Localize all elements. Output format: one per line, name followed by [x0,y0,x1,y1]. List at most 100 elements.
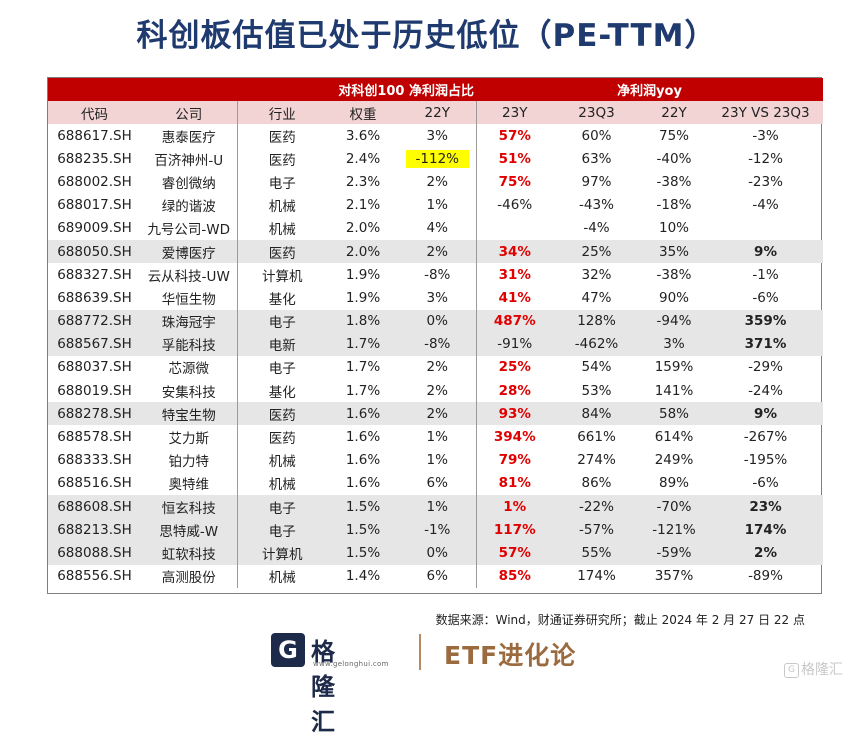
cell-23y: 1% [475,495,553,519]
cell-23y-vs-23q3: -195% [743,452,788,469]
cell-23y-vs-23q3: 174% [708,518,824,542]
col-header-weight: 权重 [327,101,399,124]
cell-23q3: 54% [581,359,612,376]
cell-industry: 电新 [236,332,327,356]
cell-industry: 电子 [236,518,327,542]
cell-23y: 394% [475,425,553,449]
cell-code: 688017.SH [57,197,132,214]
cell-22y: -38% [656,266,692,283]
logo-divider [419,634,421,670]
cell-23q3: 55% [553,541,640,565]
cell-23y: 34% [475,239,553,264]
cell-weight: 1.6% [345,475,381,492]
cell-code: 688567.SH [48,332,141,356]
cell-weight: 1.6% [345,429,381,446]
cell-company: 安集科技 [161,384,216,401]
cell-weight: 1.9% [345,289,381,306]
cell-23y: 85% [475,564,553,588]
table-row: 688037.SH 芯源微 电子 1.7% 2% 25% 54% 159% -29% [48,355,823,380]
cell-23q3: 86% [581,475,612,492]
cell-industry: 计算机 [236,541,327,565]
cell-23y: 51% [475,147,553,171]
cell-22y: 614% [654,429,694,446]
cell-23q3: 63% [581,150,612,167]
cell-code: 688772.SH [48,309,141,333]
cell-industry: 医药 [236,402,327,426]
cell-23y-vs-23q3: -12% [748,150,783,167]
cell-23q3: -57% [553,518,640,542]
cell-company: 爱博医疗 [141,239,237,264]
table-row: 688608.SH 恒玄科技 电子 1.5% 1% 1% -22% -70% 23% [48,495,824,519]
col-header-23y-vs-23q3: 23Y VS 23Q3 [708,101,824,124]
cell-share-22y: 2% [426,382,448,399]
cell-22y: 58% [640,402,708,426]
table-row: 688578.SH 艾力斯 医药 1.6% 1% 394% 661% 614% -267% [48,425,823,449]
cell-23y-vs-23q3: 9% [708,402,824,426]
cell-company: 百济神州-U [154,152,224,169]
cell-code: 688578.SH [57,429,132,446]
cell-industry: 电子 [236,309,327,333]
cell-industry: 计算机 [236,263,327,287]
cell-23q3: 174% [577,568,616,585]
cell-23y: 93% [475,402,553,426]
cell-company: 思特威-W [141,518,237,542]
cell-company: 奥特维 [168,477,210,494]
cell-company: 铂力特 [168,454,210,471]
cell-industry: 机械 [236,564,327,588]
cell-industry: 电子 [236,355,327,380]
cell-code: 688617.SH [57,127,132,144]
cell-industry: 医药 [236,147,327,171]
header-blank [48,78,237,101]
cell-23q3: 47% [581,289,612,306]
cell-weight: 2.0% [345,220,381,237]
cell-code: 688235.SH [57,150,132,167]
cell-company: 高测股份 [161,570,216,587]
table-row: 688019.SH 安集科技 基化 1.7% 2% 28% 53% 141% -24% [48,379,823,403]
cell-code: 688213.SH [48,518,141,542]
cell-23q3: 97% [581,173,612,190]
cell-weight: 2.1% [345,197,381,214]
cell-code: 688088.SH [48,541,141,565]
cell-22y: 357% [654,568,694,585]
cell-share-22y: 0% [399,309,476,333]
table-row: 688002.SH 睿创微纳 电子 2.3% 2% 75% 97% -38% -23% [48,170,823,194]
cell-23q3: -43% [579,197,614,214]
header-blank [237,78,327,101]
watermark-icon: G [784,662,799,678]
cell-23y-vs-23q3: 2% [708,541,824,565]
cell-22y: 90% [658,289,689,306]
cell-weight: 2.3% [345,173,381,190]
group-header-profit-yoy: 净利润yoy [476,78,824,101]
cell-23y: 31% [475,263,553,287]
table-row: 688333.SH 铂力特 机械 1.6% 1% 79% 274% 249% -195% [48,448,823,472]
cell-share-22y: 3% [426,289,448,306]
cell-weight: 2.4% [345,150,381,167]
col-header-23q3: 23Q3 [553,101,640,124]
cell-code: 688050.SH [48,239,141,264]
cell-23y: 41% [475,286,553,310]
valuation-table: 对科创100 净利润占比 净利润yoy 代码 公司 行业 权重 22Y 23Y … [47,77,824,594]
cell-share-22y: -1% [399,518,476,542]
cell-22y: 10% [658,220,689,237]
cell-23y: 57% [475,124,553,148]
cell-23y-vs-23q3: -6% [752,475,779,492]
cell-share-22y: 1% [426,452,448,469]
table-row: 688235.SH 百济神州-U 医药 2.4% -112% 51% 63% -40% -12% [48,147,823,171]
cell-weight: 1.7% [345,359,381,376]
logo-mark: G [271,633,305,667]
table-row: 688567.SH 孚能科技 电新 1.7% -8% -91% -462% 3% 371% [48,332,824,356]
brand-name: ETF进化论 [444,641,577,670]
cell-code: 688556.SH [57,568,132,585]
cell-23y-vs-23q3: -1% [752,266,779,283]
table-row: 688516.SH 奥特维 机械 1.6% 6% 81% 86% 89% -6% [48,471,823,495]
cell-23y: 117% [475,518,553,542]
cell-code: 688327.SH [57,266,132,283]
cell-23q3: -462% [553,332,640,356]
cell-23y: -46% [475,193,553,217]
table-row: 688617.SH 惠泰医疗 医药 3.6% 3% 57% 60% 75% -3% [48,124,823,148]
cell-share-22y: 6% [426,475,448,492]
cell-company: 绿的谐波 [161,199,216,216]
table-row: 688050.SH 爱博医疗 医药 2.0% 2% 34% 25% 35% 9% [48,239,824,264]
col-header-23y: 23Y [475,101,553,124]
cell-company: 芯源微 [168,361,210,378]
